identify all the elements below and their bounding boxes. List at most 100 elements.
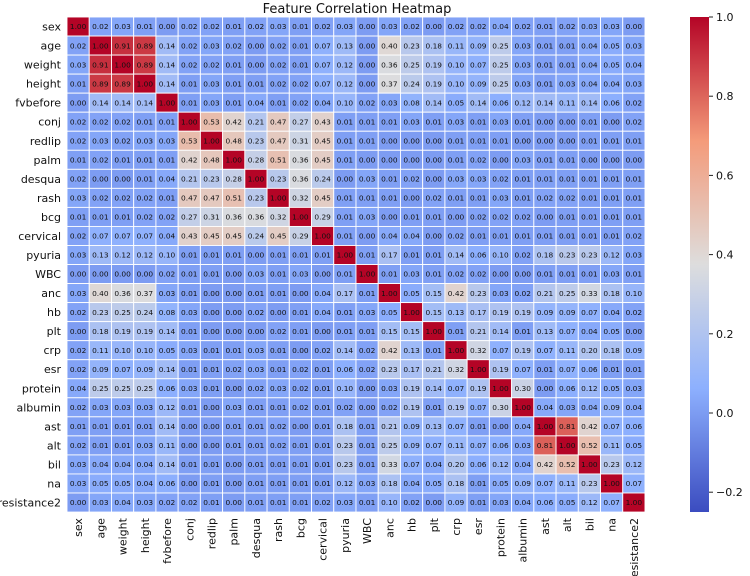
cell-value-label: 0.09 <box>137 365 154 374</box>
cell-value-label: 0.07 <box>403 460 420 469</box>
cell-value-label: 0.19 <box>403 384 420 393</box>
y-tick-label: resistance2 <box>0 497 61 510</box>
cell-value-label: 0.01 <box>270 479 287 488</box>
heatmap-cells: 1.00 0.02 0.03 0.01 0.00 0.02 0.02 0.01 0.02 0.03… <box>66 16 646 513</box>
cell-value-label: 0.00 <box>359 41 376 50</box>
x-tick-label: plt <box>428 517 441 532</box>
cell-value-label: 0.04 <box>314 289 331 298</box>
cell-value-label: 0.15 <box>381 327 398 336</box>
cell-value-label: 0.42 <box>181 156 197 165</box>
cell-value-label: 0.02 <box>470 22 486 31</box>
cell-value-label: 1.00 <box>603 479 620 488</box>
cell-value-label: 0.03 <box>514 79 531 88</box>
cell-value-label: 1.00 <box>137 79 154 88</box>
cell-value-label: 0.01 <box>359 194 376 203</box>
cell-value-label: 0.01 <box>248 289 265 298</box>
cell-value-label: 0.01 <box>470 422 487 431</box>
cell-value-label: 0.01 <box>337 156 354 165</box>
cell-value-label: 0.01 <box>603 213 620 222</box>
cell-value-label: 0.19 <box>114 327 131 336</box>
cell-value-label: 0.18 <box>92 327 109 336</box>
cell-value-label: 0.02 <box>70 308 86 317</box>
cell-value-label: 0.00 <box>203 289 220 298</box>
cell-value-label: 0.00 <box>537 213 554 222</box>
cell-value-label: 0.01 <box>292 41 309 50</box>
cell-value-label: 0.00 <box>159 22 176 31</box>
cell-value-label: 0.00 <box>203 403 220 412</box>
cell-value-label: 0.05 <box>603 41 620 50</box>
cell-value-label: 0.31 <box>203 213 220 222</box>
cell-value-label: 0.24 <box>137 308 154 317</box>
cell-value-label: 0.19 <box>426 79 443 88</box>
cell-value-label: 0.09 <box>514 479 531 488</box>
y-tick-label: anc <box>41 287 61 300</box>
cell-value-label: 0.00 <box>225 479 242 488</box>
cell-value-label: 0.01 <box>403 213 420 222</box>
cell-value-label: 0.01 <box>203 346 220 355</box>
cell-value-label: 0.05 <box>559 498 576 507</box>
cell-value-label: 0.01 <box>537 41 554 50</box>
cell-value-label: 0.02 <box>270 422 286 431</box>
x-tick-label: crp <box>450 518 463 536</box>
cell-value-label: 0.00 <box>248 251 265 260</box>
cell-value-label: 0.01 <box>603 194 620 203</box>
cell-value-label: 0.01 <box>381 270 398 279</box>
cell-value-label: 1.00 <box>426 327 443 336</box>
cell-value-label: 0.00 <box>581 156 598 165</box>
cell-value-label: 0.02 <box>314 498 330 507</box>
cell-value-label: 0.19 <box>470 384 487 393</box>
colorbar-gradient <box>690 17 709 512</box>
cell-value-label: 0.02 <box>359 98 375 107</box>
x-tick-label: bil <box>583 518 596 531</box>
cell-value-label: 1.00 <box>70 22 87 31</box>
cell-value-label: 0.02 <box>626 308 642 317</box>
cell-value-label: 0.02 <box>514 251 530 260</box>
y-tick-label: fvbefore <box>15 97 61 110</box>
cell-value-label: 0.01 <box>270 346 287 355</box>
cell-value-label: 0.12 <box>159 403 175 412</box>
cell-value-label: 0.04 <box>581 327 598 336</box>
cell-value-label: 0.01 <box>581 194 598 203</box>
cell-value-label: 0.00 <box>114 175 131 184</box>
cell-value-label: 0.08 <box>159 308 176 317</box>
cell-value-label: 0.01 <box>448 327 465 336</box>
cell-value-label: 0.27 <box>292 117 309 126</box>
cell-value-label: 0.01 <box>225 422 242 431</box>
cell-value-label: 0.52 <box>581 441 597 450</box>
cell-value-label: 0.01 <box>492 232 509 241</box>
cell-value-label: 0.11 <box>448 441 465 450</box>
cell-value-label: 0.01 <box>248 460 265 469</box>
cell-value-label: 0.25 <box>492 41 509 50</box>
cell-value-label: 0.02 <box>626 98 642 107</box>
x-tick-label: resistance2 <box>628 518 641 576</box>
cell-value-label: 0.21 <box>426 365 443 374</box>
cell-value-label: 0.12 <box>581 498 597 507</box>
x-tick-label: WBC <box>361 518 374 544</box>
cell-value-label: 0.03 <box>270 384 287 393</box>
cell-value-label: 0.00 <box>70 270 87 279</box>
cell-value-label: 0.01 <box>314 460 331 469</box>
cell-value-label: 0.02 <box>159 498 175 507</box>
cell-value-label: 0.01 <box>70 156 87 165</box>
cell-value-label: 0.01 <box>292 498 309 507</box>
cell-value-label: 0.02 <box>403 22 419 31</box>
cell-value-label: 0.23 <box>603 460 620 469</box>
cell-value-label: 0.14 <box>470 98 487 107</box>
cell-value-label: 0.02 <box>514 213 530 222</box>
cell-value-label: 0.07 <box>426 441 443 450</box>
cell-value-label: 0.01 <box>181 98 198 107</box>
x-tick-label: desqua <box>250 518 263 558</box>
cell-value-label: 0.52 <box>559 460 575 469</box>
y-tick-label: weight <box>24 59 62 72</box>
cell-value-label: 1.00 <box>114 60 131 69</box>
cell-value-label: 0.01 <box>359 136 376 145</box>
y-tick-label: age <box>41 40 62 53</box>
cell-value-label: 0.06 <box>626 422 643 431</box>
cell-value-label: 0.10 <box>337 98 354 107</box>
cell-value-label: 0.42 <box>537 460 553 469</box>
cell-value-label: 0.03 <box>248 270 265 279</box>
cell-value-label: 0.01 <box>426 251 443 260</box>
cell-value-label: 0.01 <box>137 22 154 31</box>
cell-value-label: 0.11 <box>448 41 465 50</box>
